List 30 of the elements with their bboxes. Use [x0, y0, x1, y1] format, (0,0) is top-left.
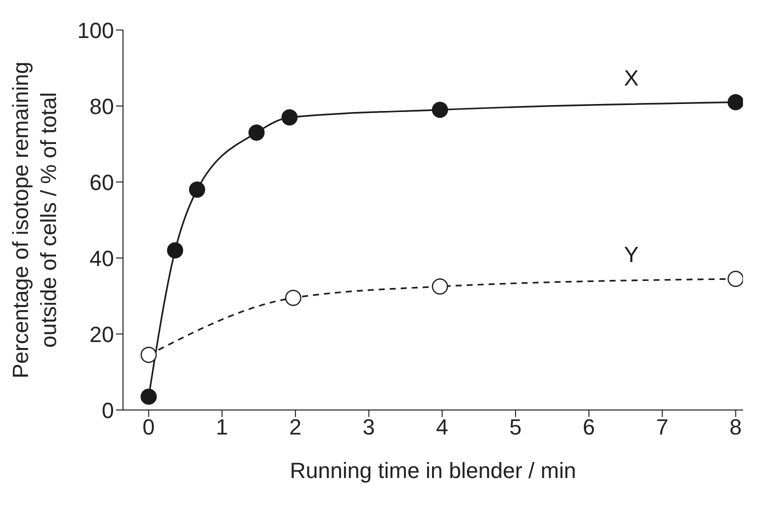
y-tick-label: 40: [90, 246, 114, 271]
point: [248, 124, 265, 141]
x-tick-label: 8: [730, 414, 742, 440]
y-tick-label: 60: [90, 170, 114, 195]
y-tick-label: 80: [90, 94, 114, 119]
series-label: X: [624, 65, 640, 90]
x-tick-label: 2: [289, 414, 302, 440]
x-tick-label: 3: [362, 414, 375, 440]
x-tick-label: 4: [436, 414, 448, 440]
point: [728, 270, 743, 287]
point: [432, 278, 448, 295]
x-tick-label: 5: [509, 414, 522, 440]
point: [285, 290, 302, 306]
x-tick-label: 1: [216, 414, 228, 440]
point: [140, 346, 157, 363]
point: [166, 242, 184, 258]
x-tick-label: 6: [582, 414, 596, 440]
x-tick-label: 0: [142, 414, 155, 440]
x-axis-title: Running time in blender / min: [290, 458, 576, 483]
point: [189, 182, 206, 198]
point: [728, 94, 743, 110]
series-label: Y: [624, 242, 640, 268]
point: [432, 102, 448, 118]
y-tick-label: 100: [77, 18, 114, 43]
point: [281, 109, 298, 126]
y-tick-label: 20: [90, 322, 114, 347]
y-tick-label: 0: [102, 398, 114, 423]
x-tick-label: 7: [656, 414, 668, 440]
point: [140, 388, 157, 405]
y-axis-title: Percentage of isotope remaining outside of cells / % of total: [8, 62, 61, 378]
